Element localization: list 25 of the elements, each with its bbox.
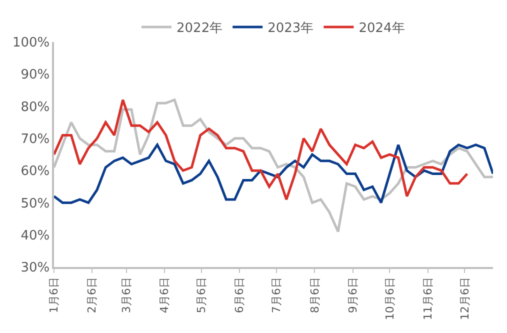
x-tick-label: 2月6日: [86, 277, 99, 314]
x-tick-label: 3月6日: [120, 277, 134, 314]
x-tick-label: 8月6日: [308, 277, 322, 314]
x-tick-label: 11月6日: [421, 277, 434, 320]
x-tick-label: 6月6日: [233, 277, 246, 314]
y-tick-label: 30%: [20, 260, 50, 276]
legend-label: 2024年: [358, 21, 405, 36]
legend-label: 2023年: [268, 21, 314, 36]
y-tick-label: 40%: [20, 228, 50, 244]
y-tick-label: 70%: [20, 132, 50, 147]
x-tick-label: 10月6日: [383, 277, 396, 320]
legend-label: 2022年: [176, 21, 223, 36]
x-tick-label: 5月6日: [195, 277, 208, 314]
y-tick-label: 100%: [12, 36, 50, 51]
y-tick-label: 50%: [20, 196, 50, 212]
y-tick-label: 90%: [20, 68, 50, 83]
line-series: [54, 98, 468, 201]
y-tick-label: 80%: [20, 100, 50, 115]
x-tick-label: 4月6日: [158, 277, 172, 314]
x-tick-label: 7月6日: [270, 277, 284, 314]
y-tick-label: 60%: [20, 164, 50, 180]
x-tick-label: 12月6日: [458, 277, 472, 320]
x-tick-label: 1月6日: [48, 277, 61, 314]
x-tick-label: 9月6日: [346, 277, 360, 314]
line-series: [54, 144, 493, 204]
